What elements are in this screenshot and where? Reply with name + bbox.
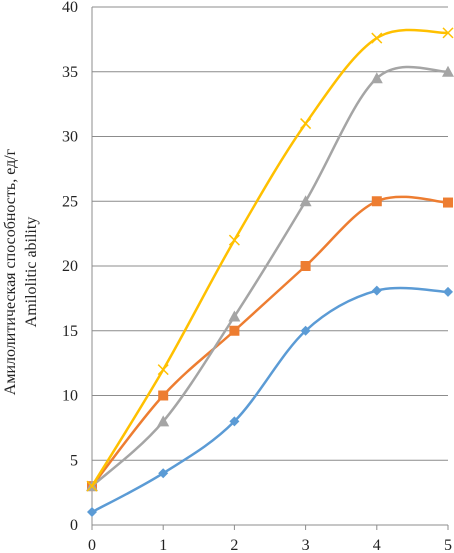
series-point	[86, 480, 98, 492]
series-point	[299, 195, 312, 207]
series-point	[300, 118, 312, 130]
series-point	[370, 72, 383, 84]
x-tick-label: 5	[444, 537, 452, 553]
series-point	[443, 286, 453, 297]
x-tick-label: 3	[302, 537, 310, 553]
x-tick-label: 2	[230, 537, 238, 553]
x-tick-label: 0	[88, 537, 96, 553]
y-tick-labels: 0 5 10 15 20 25 30 35 40	[62, 0, 78, 534]
series-point	[371, 285, 382, 296]
y-tick-label: 5	[70, 452, 78, 469]
series-point	[371, 196, 382, 207]
series-point	[300, 325, 311, 336]
series-point	[442, 27, 454, 39]
series-point	[229, 325, 240, 336]
series-point	[229, 416, 240, 427]
y-axis-label-english: Amilolitic ability	[23, 217, 40, 328]
series-point	[443, 197, 453, 208]
x-tick-labels: 0 1 2 3 4 5	[88, 537, 452, 553]
series-point	[158, 468, 169, 479]
x-tick-label: 4	[373, 537, 381, 553]
y-tick-label: 10	[62, 388, 78, 405]
y-tick-label: 30	[62, 129, 78, 146]
series-point	[228, 310, 241, 322]
y-tick-label: 15	[62, 323, 78, 340]
y-tick-label: 35	[62, 64, 78, 81]
series-line	[91, 195, 449, 487]
series-point	[228, 234, 240, 246]
y-tick-label: 20	[62, 258, 78, 275]
series-point	[442, 65, 454, 77]
series-point	[371, 32, 383, 44]
series-triangle	[86, 65, 454, 492]
y-tick-label: 25	[62, 193, 78, 210]
x-tick-label: 1	[159, 537, 167, 553]
series-point	[157, 364, 169, 376]
series-group	[86, 27, 454, 518]
series-line	[91, 65, 449, 488]
gridlines	[92, 6, 448, 461]
series-point	[157, 415, 170, 427]
series-point	[158, 390, 169, 401]
series-point	[87, 507, 97, 518]
y-tick-label: 40	[62, 0, 78, 16]
series-x	[86, 27, 454, 492]
series-point	[300, 261, 311, 271]
axes	[91, 7, 449, 530]
series-square	[87, 195, 453, 492]
y-tick-label: 0	[70, 517, 78, 534]
series-diamond	[87, 285, 453, 518]
y-axis-label: Амилолитическая способность, ед/г	[2, 148, 19, 395]
